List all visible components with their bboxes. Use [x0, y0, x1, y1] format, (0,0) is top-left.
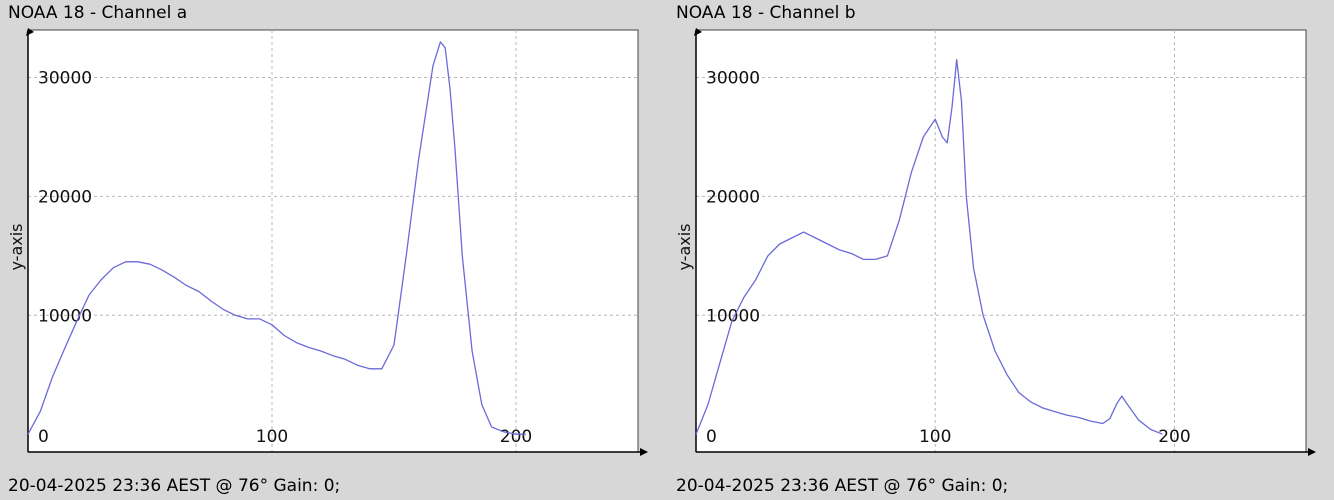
x-tick-label: 0 [706, 427, 717, 447]
y-axis-label: y-axis [7, 223, 26, 270]
y-tick-label: 10000 [38, 306, 92, 326]
y-axis-arrow [694, 28, 702, 36]
chart-title: NOAA 18 - Channel b [676, 3, 856, 23]
y-axis-arrow [26, 28, 34, 36]
series-line [27, 41, 526, 435]
chart-title: NOAA 18 - Channel a [8, 3, 188, 23]
capture-info: 20-04-2025 23:36 AEST @ 76° Gain: 0; [8, 476, 341, 496]
x-axis-arrow [640, 448, 648, 456]
plot-area [27, 29, 639, 453]
y-tick-label: 30000 [38, 69, 92, 89]
x-tick-label: 200 [500, 427, 532, 447]
y-tick-label: 20000 [706, 187, 760, 207]
x-tick-label: 100 [919, 427, 951, 447]
channel-a-plot: 0 100 200 10000 20000 30000 y-axis [7, 28, 648, 456]
x-tick-label: 0 [38, 427, 49, 447]
channel-b-panel: NOAA 18 - Channel b 0 100 200 10000 20000 300… [668, 0, 1328, 500]
y-tick-label: 20000 [38, 187, 92, 207]
plot-area [695, 29, 1307, 453]
y-tick-label: 30000 [706, 69, 760, 89]
channel-b-plot: 0 100 200 10000 20000 30000 y-axis [675, 28, 1316, 456]
series-line [695, 59, 1163, 435]
x-tick-label: 200 [1158, 427, 1190, 447]
y-tick-label: 10000 [706, 306, 760, 326]
x-tick-label: 100 [256, 427, 288, 447]
capture-info: 20-04-2025 23:36 AEST @ 76° Gain: 0; [676, 476, 1009, 496]
y-axis-label: y-axis [675, 223, 694, 270]
x-axis-arrow [1308, 448, 1316, 456]
channel-a-panel: NOAA 18 - Channel a 0 100 200 10000 20000 300… [0, 0, 660, 500]
